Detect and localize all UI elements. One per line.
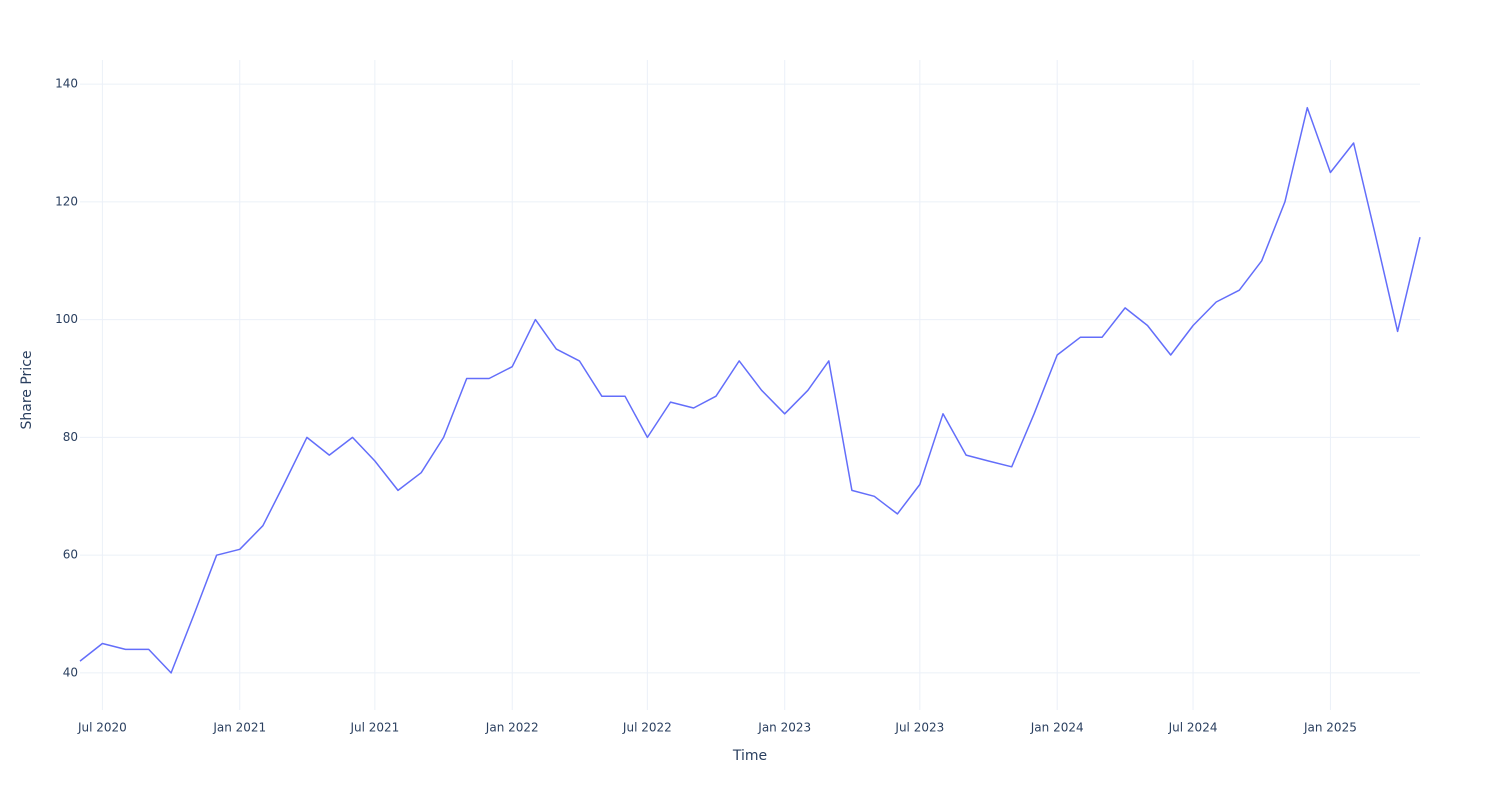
x-tick-label: Jan 2021 — [212, 721, 266, 735]
x-tick-label: Jul 2020 — [77, 721, 127, 735]
x-tick-label: Jul 2022 — [622, 721, 672, 735]
x-tick-label: Jul 2024 — [1168, 721, 1218, 735]
y-tick-label: 60 — [63, 548, 78, 562]
grid — [80, 60, 1420, 710]
price-line — [79, 106, 1421, 674]
y-tick-label: 120 — [55, 194, 78, 208]
x-tick-label: Jan 2022 — [485, 721, 539, 735]
x-tick-label: Jul 2021 — [349, 721, 399, 735]
x-tick-label: Jan 2025 — [1303, 721, 1357, 735]
x-axis-title: Time — [732, 748, 767, 764]
x-tick-label: Jan 2023 — [757, 721, 811, 735]
x-tick-label: Jul 2023 — [894, 721, 944, 735]
y-tick-label: 80 — [63, 430, 78, 444]
x-tick-label: Jan 2024 — [1030, 721, 1084, 735]
y-tick-label: 40 — [63, 665, 78, 679]
y-tick-label: 100 — [55, 312, 78, 326]
y-tick-label: 140 — [55, 77, 78, 91]
y-axis-title: Share Price — [19, 350, 35, 429]
